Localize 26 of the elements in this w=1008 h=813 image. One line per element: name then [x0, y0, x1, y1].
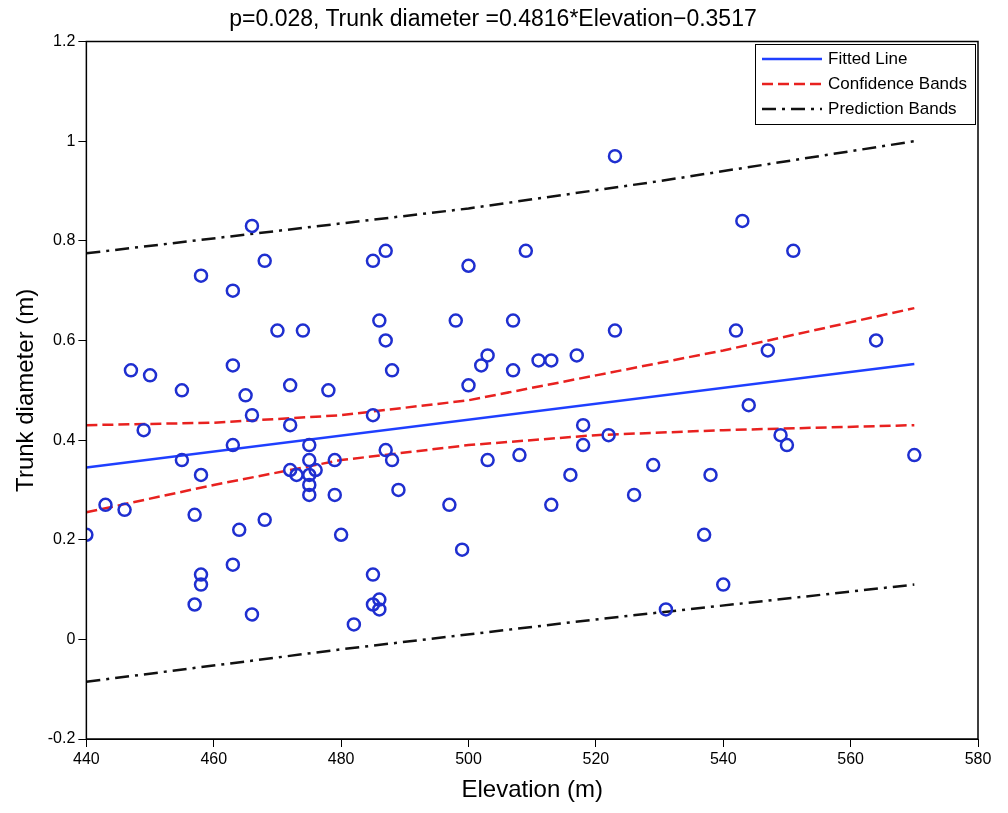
y-tick-label: 0 — [66, 629, 76, 647]
x-tick-label: 580 — [964, 750, 992, 768]
x-tick-label: 480 — [327, 750, 355, 768]
y-tick-label: 0.4 — [53, 430, 76, 448]
y-tick-label: 0.8 — [53, 231, 76, 249]
x-axis-title: Elevation (m) — [461, 775, 603, 803]
x-tick-label: 520 — [582, 750, 610, 768]
legend-label: Fitted Line — [828, 49, 908, 70]
x-tick-label: 460 — [200, 750, 228, 768]
y-tick-label: -0.2 — [47, 729, 76, 747]
line-series — [86, 583, 916, 683]
x-tick-label: 500 — [455, 750, 482, 768]
legend-label: Confidence Bands — [828, 74, 967, 95]
x-tick-label: 540 — [709, 750, 737, 768]
line-series — [86, 306, 916, 427]
y-tick-label: 1 — [66, 131, 76, 149]
y-tick-label: 0.6 — [53, 330, 76, 348]
x-tick-label: 560 — [837, 750, 865, 768]
chart-title: p=0.028, Trunk diameter =0.4816*Elevation−0.3517 — [229, 5, 757, 32]
line-series — [86, 139, 916, 255]
line-series — [86, 423, 916, 514]
y-axis-title: Trunk diameter (m) — [11, 288, 39, 492]
x-tick-label: 440 — [73, 750, 100, 768]
y-tick-label: 1.2 — [53, 32, 76, 50]
y-tick-label: 0.2 — [53, 530, 76, 548]
legend-label: Prediction Bands — [828, 99, 957, 120]
